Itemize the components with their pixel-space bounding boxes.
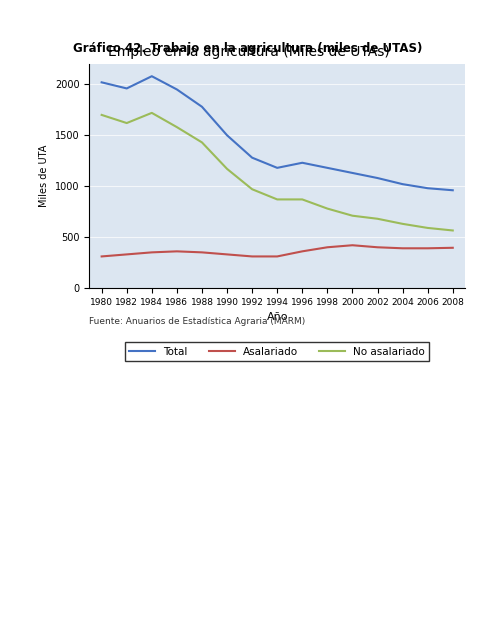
No asalariado — [299, 196, 305, 204]
Y-axis label: Miles de UTA: Miles de UTA — [39, 145, 49, 207]
Line: Asalariado: Asalariado — [101, 245, 453, 257]
No asalariado — [324, 205, 330, 212]
Asalariado — [425, 244, 431, 252]
Text: Gráfico 42. Trabajo en la agricultura (miles de UTAS): Gráfico 42. Trabajo en la agricultura (m… — [73, 42, 422, 54]
Line: Total: Total — [101, 76, 453, 190]
No asalariado — [399, 220, 405, 228]
Legend: Total, Asalariado, No asalariado: Total, Asalariado, No asalariado — [125, 342, 429, 361]
No asalariado — [450, 227, 456, 234]
No asalariado — [274, 196, 280, 204]
No asalariado — [199, 138, 205, 146]
No asalariado — [224, 165, 230, 173]
No asalariado — [99, 111, 104, 119]
Total — [174, 86, 180, 93]
Asalariado — [249, 253, 255, 260]
Total — [274, 164, 280, 172]
Text: Empleo en la agricultura (Miles de UTAs): Empleo en la agricultura (Miles de UTAs) — [108, 45, 390, 59]
Asalariado — [399, 244, 405, 252]
Total — [99, 79, 104, 86]
Text: Fuente: Anuarios de Estadística Agraria (MARM): Fuente: Anuarios de Estadística Agraria … — [89, 317, 305, 326]
No asalariado — [174, 124, 180, 131]
Line: No asalariado: No asalariado — [101, 113, 453, 230]
Total — [299, 159, 305, 166]
Total — [450, 186, 456, 194]
Total — [349, 169, 355, 177]
No asalariado — [124, 119, 130, 127]
Total — [199, 103, 205, 111]
No asalariado — [375, 215, 381, 223]
Asalariado — [375, 243, 381, 251]
Asalariado — [124, 250, 130, 258]
Asalariado — [349, 241, 355, 249]
Total — [324, 164, 330, 172]
Total — [425, 184, 431, 192]
Total — [149, 72, 155, 80]
Total — [224, 131, 230, 139]
Total — [399, 180, 405, 188]
Total — [375, 174, 381, 182]
No asalariado — [149, 109, 155, 116]
Asalariado — [199, 248, 205, 256]
No asalariado — [249, 186, 255, 193]
Total — [124, 84, 130, 92]
No asalariado — [425, 224, 431, 232]
X-axis label: Año: Año — [266, 312, 288, 323]
Asalariado — [450, 244, 456, 252]
No asalariado — [349, 212, 355, 220]
Asalariado — [174, 248, 180, 255]
Asalariado — [149, 248, 155, 256]
Asalariado — [274, 253, 280, 260]
Total — [249, 154, 255, 161]
Asalariado — [224, 250, 230, 258]
Asalariado — [99, 253, 104, 260]
Asalariado — [324, 243, 330, 251]
Asalariado — [299, 248, 305, 255]
